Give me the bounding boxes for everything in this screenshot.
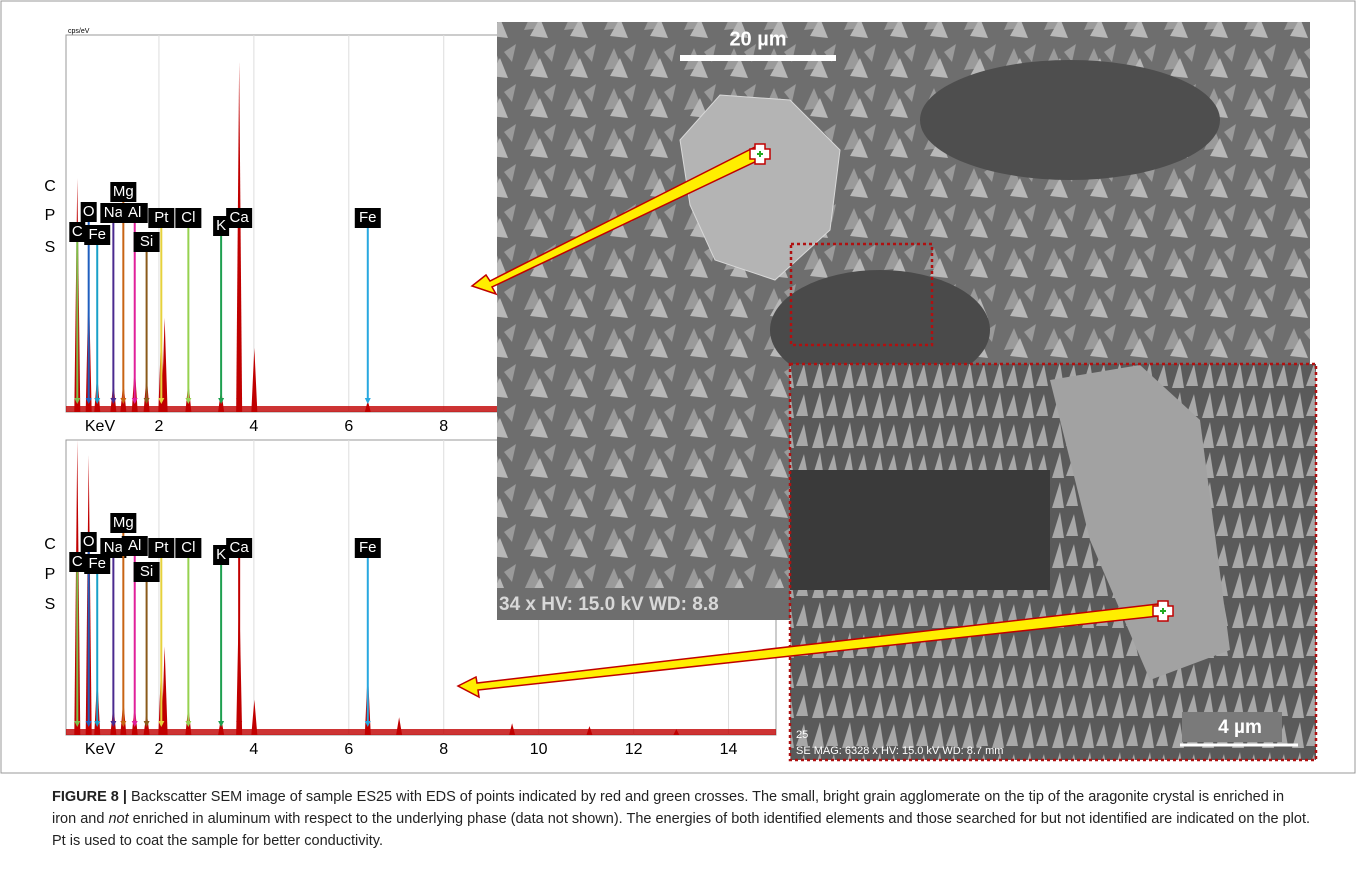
element-label: Fe — [88, 226, 106, 243]
element-label: Si — [140, 563, 153, 580]
sem-info: 34 x HV: 15.0 kV WD: 8.8 — [499, 594, 719, 615]
element-label: O — [83, 203, 95, 220]
element-label: Fe — [359, 209, 377, 226]
caption-emphasis: not — [108, 811, 128, 827]
caption: FIGURE 8 | Backscatter SEM image of samp… — [52, 786, 1312, 852]
element-label: Mg — [113, 514, 134, 531]
x-tick-label: 14 — [720, 741, 738, 758]
y-axis-letter: P — [45, 207, 56, 224]
element-label: Ca — [230, 539, 250, 556]
sem-info: SE MAG: 6328 x HV: 15.0 kV WD: 8.7 mm — [796, 745, 1003, 757]
element-label: Na — [104, 204, 124, 221]
page: {"chart_data":[ {"type":"spectrum","y_la… — [0, 0, 1356, 874]
element-label: K — [216, 217, 226, 234]
element-label: Fe — [359, 539, 377, 556]
element-label: Cl — [181, 209, 195, 226]
y-axis-letter: C — [44, 536, 56, 553]
element-label: K — [216, 546, 226, 563]
x-tick-label: 6 — [344, 418, 353, 435]
sem-number: 25 — [796, 729, 808, 741]
element-label: Al — [128, 537, 141, 554]
x-tick-label: 12 — [625, 741, 643, 758]
element-label: Pt — [154, 539, 169, 556]
element-label: Al — [128, 204, 141, 221]
element-label: Mg — [113, 183, 134, 200]
element-label: Pt — [154, 209, 169, 226]
sem-inset: 25 SE MAG: 6328 x HV: 15.0 kV WD: 8.7 mm… — [790, 364, 1316, 760]
x-tick-label: 4 — [249, 418, 258, 435]
x-tick-label: 2 — [154, 418, 163, 435]
y-axis-letter: C — [44, 178, 56, 195]
element-label: Si — [140, 233, 153, 250]
element-label: Ca — [230, 209, 250, 226]
x-tick-label: 4 — [249, 741, 258, 758]
element-label: C — [72, 553, 83, 570]
x-tick-label: 10 — [530, 741, 548, 758]
caption-text: enriched in aluminum with respect to the… — [52, 811, 1310, 849]
y-axis-letter: S — [45, 239, 56, 256]
x-tick-label: 8 — [439, 418, 448, 435]
element-label: C — [72, 223, 83, 240]
element-label: Na — [104, 539, 124, 556]
y-axis-letter: P — [45, 566, 56, 583]
x-tick-label: 6 — [344, 741, 353, 758]
x-tick-label: 8 — [439, 741, 448, 758]
y-axis-label: cps/eV — [68, 28, 90, 35]
element-label: Cl — [181, 539, 195, 556]
element-label: O — [83, 533, 95, 550]
x-tick-label: 2 — [154, 741, 163, 758]
y-axis-letter: S — [45, 596, 56, 613]
caption-label: FIGURE 8 | — [52, 789, 127, 805]
background — [66, 729, 776, 735]
scale-label: 20 µm — [729, 28, 786, 50]
x-axis-label: KeV — [85, 741, 116, 758]
scale-label: 4 µm — [1218, 717, 1262, 738]
x-axis-label: KeV — [85, 418, 116, 435]
